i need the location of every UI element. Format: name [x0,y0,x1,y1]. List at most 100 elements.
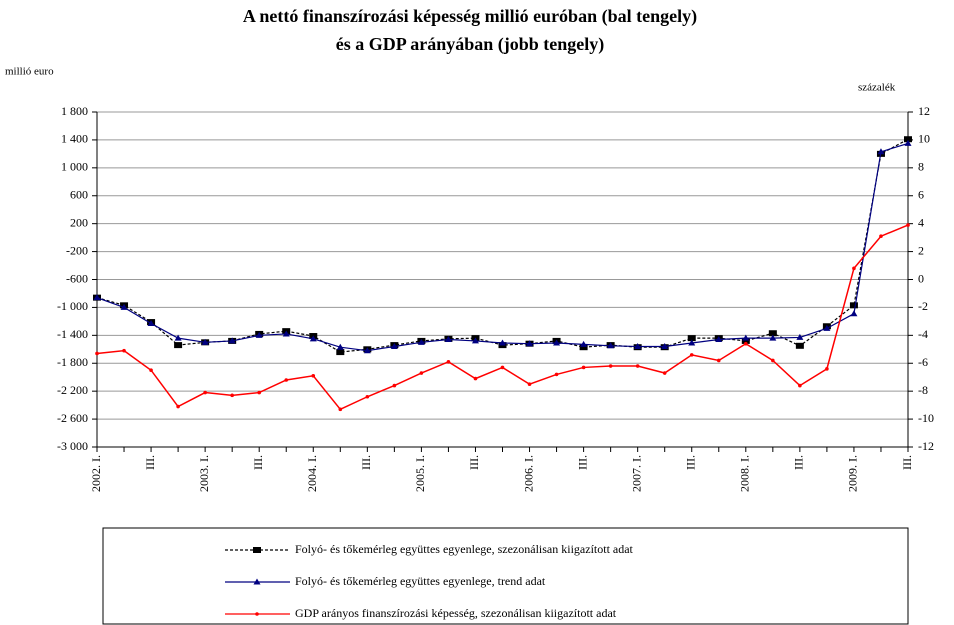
y-tick-label: -200 [66,243,88,257]
marker [527,382,532,386]
y2-tick-label: -12 [918,439,934,453]
x-tick-label: 2008. I. [738,455,752,492]
y-tick-label: -1 800 [57,355,88,369]
marker [661,343,669,349]
marker [365,394,370,399]
marker [879,234,883,239]
marker [444,336,452,343]
marker [338,407,343,412]
marker [769,334,777,341]
marker [742,334,750,341]
marker [201,338,209,345]
y2-tick-label: -6 [918,355,928,369]
y2-tick-label: 4 [918,215,924,229]
y-tick-label: -3 000 [57,439,88,453]
y-tick-label: -600 [66,271,88,285]
y2-tick-label: -8 [918,383,928,397]
y-tick-label: -2 600 [57,411,88,425]
marker [849,302,858,309]
marker [255,331,263,338]
marker [607,342,615,349]
x-tick-label: III. [575,455,589,470]
marker [311,374,316,378]
marker [122,348,126,353]
marker [741,337,750,344]
y-tick-label: -1 400 [57,327,88,341]
y-axis-label: millió euro [5,66,54,78]
marker [904,136,912,143]
marker [904,139,912,146]
marker [526,340,534,347]
marker [147,319,155,326]
marker [149,368,153,373]
marker [336,349,345,356]
marker [228,337,236,344]
marker [850,310,858,317]
marker [581,365,586,370]
x-tick-label: III. [359,455,373,470]
marker [230,393,234,398]
marker [744,341,748,346]
marker [473,376,478,381]
marker [120,303,128,310]
marker [282,330,290,337]
marker [203,390,207,395]
marker [688,339,696,346]
marker [253,578,261,585]
marker [257,390,262,395]
y2-tick-label: -2 [918,299,928,313]
chart-title: A nettó finanszírozási képesség millió e… [243,6,697,27]
x-tick-label: 2009. I. [846,455,860,492]
marker [579,344,588,351]
x-tick-label: III. [143,455,157,470]
x-tick-label: 2006. I. [521,455,535,492]
series-line [96,224,909,411]
marker [471,337,479,344]
marker [253,547,261,553]
marker [284,378,289,382]
marker [309,335,317,342]
marker [795,342,804,349]
series-line [96,138,909,353]
marker [417,338,425,345]
marker [255,612,259,616]
marker [336,343,344,350]
y-tick-label: 1 400 [61,132,88,146]
marker [419,371,424,375]
y-tick-label: 1 000 [61,160,88,174]
y2-tick-label: -10 [918,411,934,425]
marker [500,365,505,370]
x-tick-label: 2004. I. [305,455,319,492]
marker [608,364,613,368]
x-tick-label: 2005. I. [413,455,427,492]
chart-title: és a GDP arányában (jobb tengely) [336,34,605,55]
y2-tick-label: -4 [918,327,928,341]
y-tick-label: 600 [70,188,88,202]
series-line [96,142,909,352]
x-tick-label: 2007. I. [629,455,643,492]
x-tick-label: III. [251,455,265,470]
legend-label: GDP arányos finanszírozási képesség, sze… [295,606,617,620]
marker [390,343,398,349]
marker [554,372,559,377]
marker [662,371,667,375]
y2-tick-label: 0 [918,271,924,285]
y2-tick-label: 12 [918,104,930,118]
marker [877,148,885,155]
marker [798,383,802,388]
marker [687,335,696,342]
marker [768,330,777,337]
marker [635,364,640,368]
y-tick-label: 200 [70,215,88,229]
y-tick-label: -1 000 [57,299,88,313]
y2-tick-label: 2 [918,243,924,257]
marker [363,347,371,354]
x-tick-label: III. [467,455,481,470]
marker [446,360,451,364]
marker [689,353,694,357]
marker [852,266,856,271]
marker [580,340,588,347]
marker [553,339,561,346]
marker [771,358,775,363]
